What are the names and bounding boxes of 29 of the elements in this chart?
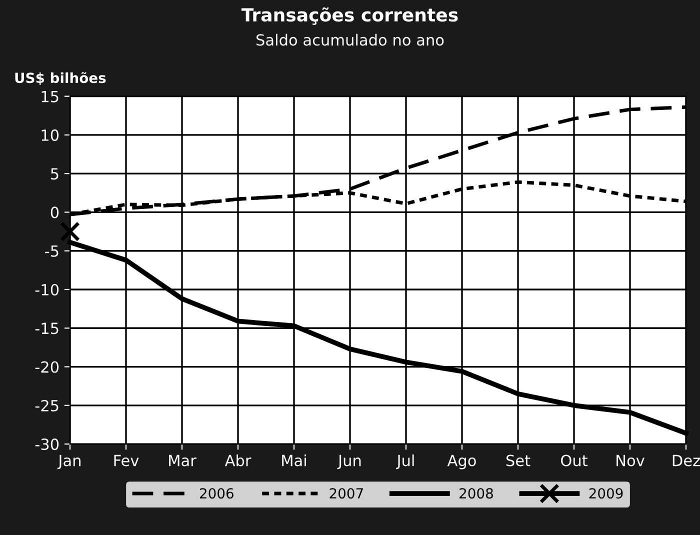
y-tick-label: -20 — [35, 361, 59, 373]
x-tick-label: Jul — [396, 454, 414, 470]
y-tick-label: 0 — [50, 206, 59, 218]
y-tick-label: 15 — [42, 90, 58, 102]
y-tick-label: -25 — [35, 400, 58, 412]
y-tick-label: -5 — [45, 246, 58, 257]
x-tick-label: Mai — [282, 454, 306, 466]
y-tick-label: 10 — [42, 129, 59, 141]
y-tick-label: 5 — [51, 168, 58, 180]
x-tick-label: Jun — [337, 454, 361, 470]
x-tick-label: Abr — [224, 454, 252, 466]
x-tick-label: Set — [506, 454, 530, 466]
x-tick-label: Mar — [169, 454, 196, 466]
x-tick-label: Jan — [57, 454, 80, 470]
legend-label: 2007 — [330, 488, 363, 499]
legend-label: 2009 — [589, 488, 623, 499]
x-tick-label: Fev — [114, 454, 139, 466]
y-tick-label: -10 — [35, 284, 59, 296]
chart-subtitle: Saldo acumulado no ano — [256, 34, 444, 46]
x-tick-label: Nov — [616, 454, 644, 466]
x-tick-label: Dez — [672, 454, 700, 466]
y-tick-label: -15 — [35, 322, 58, 334]
x-tick-label: Ago — [447, 454, 476, 470]
legend-label: 2006 — [200, 488, 234, 499]
y-tick-label: -30 — [35, 438, 59, 450]
x-tick-label: Out — [561, 454, 588, 466]
legend-label: 2008 — [460, 488, 493, 499]
chart-title: Transações correntes — [241, 7, 458, 25]
y-axis-title: US$ bilhões — [15, 72, 106, 85]
